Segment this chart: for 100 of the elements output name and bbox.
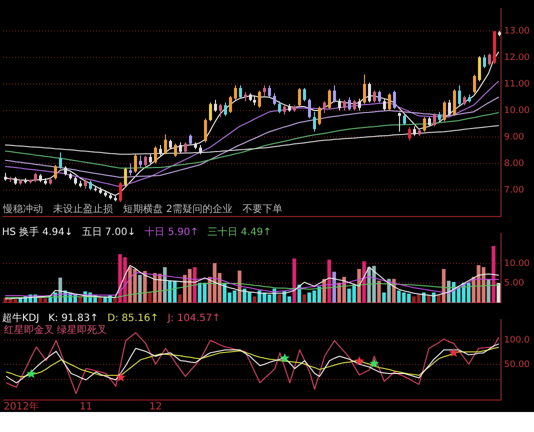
candlestick — [373, 90, 376, 104]
candlestick — [403, 114, 406, 126]
bar — [382, 292, 386, 303]
y-tick-label: 9.00 — [504, 132, 524, 142]
candlestick — [283, 104, 286, 115]
candlestick — [378, 90, 381, 104]
candlestick — [239, 84, 242, 100]
candlestick — [473, 74, 476, 94]
candlestick — [443, 100, 446, 122]
candlestick — [428, 116, 431, 127]
candlestick — [134, 154, 137, 174]
candlestick — [423, 116, 426, 132]
candlestick — [368, 82, 371, 104]
point — [116, 372, 126, 382]
candlestick — [433, 112, 436, 127]
text: K: 91.83↑ — [48, 313, 98, 324]
y-tick-label: 100.0 — [504, 335, 530, 346]
candlestick — [268, 84, 271, 98]
annotation: 短期横盘 2需疑问的企业 — [123, 204, 233, 215]
text: 三十日 4.49↑ — [208, 227, 272, 238]
point — [449, 348, 459, 357]
candlestick — [308, 98, 311, 119]
candlestick — [323, 100, 326, 114]
candlestick — [119, 182, 122, 203]
candlestick — [483, 54, 486, 69]
bar — [138, 274, 142, 303]
x-tick-label: 12 — [149, 402, 162, 413]
candlestick — [458, 84, 461, 106]
candlestick — [244, 91, 247, 102]
candlestick — [383, 98, 386, 112]
text: D: 85.16↑ — [107, 313, 159, 324]
candlestick — [398, 112, 401, 132]
candlestick — [388, 92, 391, 112]
candlestick — [129, 163, 132, 176]
annotation: 未设止盈止损 — [53, 204, 113, 215]
candlestick — [463, 95, 466, 106]
candlestick — [448, 99, 451, 116]
text: 十日 5.90↑ — [144, 227, 199, 238]
candlestick — [328, 88, 331, 110]
candlestick — [229, 95, 232, 114]
candlestick — [298, 87, 301, 108]
bar — [377, 280, 381, 303]
candlestick — [263, 84, 266, 96]
candlestick — [164, 134, 167, 155]
candlestick — [363, 74, 366, 104]
point — [354, 356, 364, 366]
point — [26, 368, 36, 378]
candlestick — [144, 155, 147, 167]
x-tick-label: 11 — [80, 402, 92, 413]
candlestick — [358, 98, 361, 112]
candlestick — [209, 102, 212, 122]
candlestick — [189, 134, 192, 146]
y-tick-label: 10.00 — [504, 106, 530, 116]
candlestick — [54, 164, 57, 180]
bar — [486, 278, 490, 303]
y-tick-label: 12.00 — [504, 52, 530, 63]
candlestick — [478, 56, 481, 82]
annotation: 慢稳冲动 — [3, 204, 43, 215]
candlestick — [338, 98, 341, 112]
candlestick — [224, 102, 227, 116]
bar — [362, 261, 366, 303]
text: 五日 7.00↓ — [82, 227, 136, 238]
candlestick — [174, 143, 177, 158]
y-tick-label: 13.00 — [504, 26, 530, 36]
candlestick — [234, 84, 237, 100]
y-tick-label: 10.00 — [504, 258, 530, 269]
chart-title: HS 换手 4.94↓ — [2, 227, 73, 238]
y-tick-label: 50.00 — [504, 360, 530, 370]
y-tick-label: 8.00 — [504, 158, 524, 169]
bar — [496, 282, 500, 303]
candlestick — [488, 52, 491, 66]
candlestick — [453, 88, 456, 116]
point — [280, 353, 290, 362]
candlestick — [214, 99, 217, 112]
candlestick — [219, 103, 222, 118]
candlestick — [333, 84, 336, 104]
candlestick — [348, 96, 351, 112]
bar — [143, 270, 147, 303]
candlestick — [273, 92, 276, 106]
candlestick — [393, 90, 396, 110]
candlestick — [84, 178, 87, 190]
candlestick — [353, 99, 356, 112]
candlestick — [408, 126, 411, 141]
annotation: 红星即金叉 绿星即死叉 — [4, 325, 108, 336]
chart-title: 超牛KDJ — [2, 313, 40, 324]
annotation: 不要下单 — [242, 204, 283, 215]
candlestick — [169, 139, 172, 150]
candlestick — [124, 167, 127, 188]
candlestick — [59, 152, 62, 170]
bar — [492, 246, 496, 303]
series-label: J: 104.57↑ — [168, 313, 220, 324]
y-tick-label: 5.00 — [504, 278, 524, 288]
candlestick — [139, 155, 142, 168]
y-tick-label: 11.00 — [504, 79, 530, 90]
candlestick — [343, 99, 346, 112]
candlestick — [204, 118, 207, 143]
candlestick — [253, 95, 256, 106]
point — [370, 358, 380, 368]
candlestick — [184, 142, 187, 154]
candlestick — [64, 166, 67, 176]
